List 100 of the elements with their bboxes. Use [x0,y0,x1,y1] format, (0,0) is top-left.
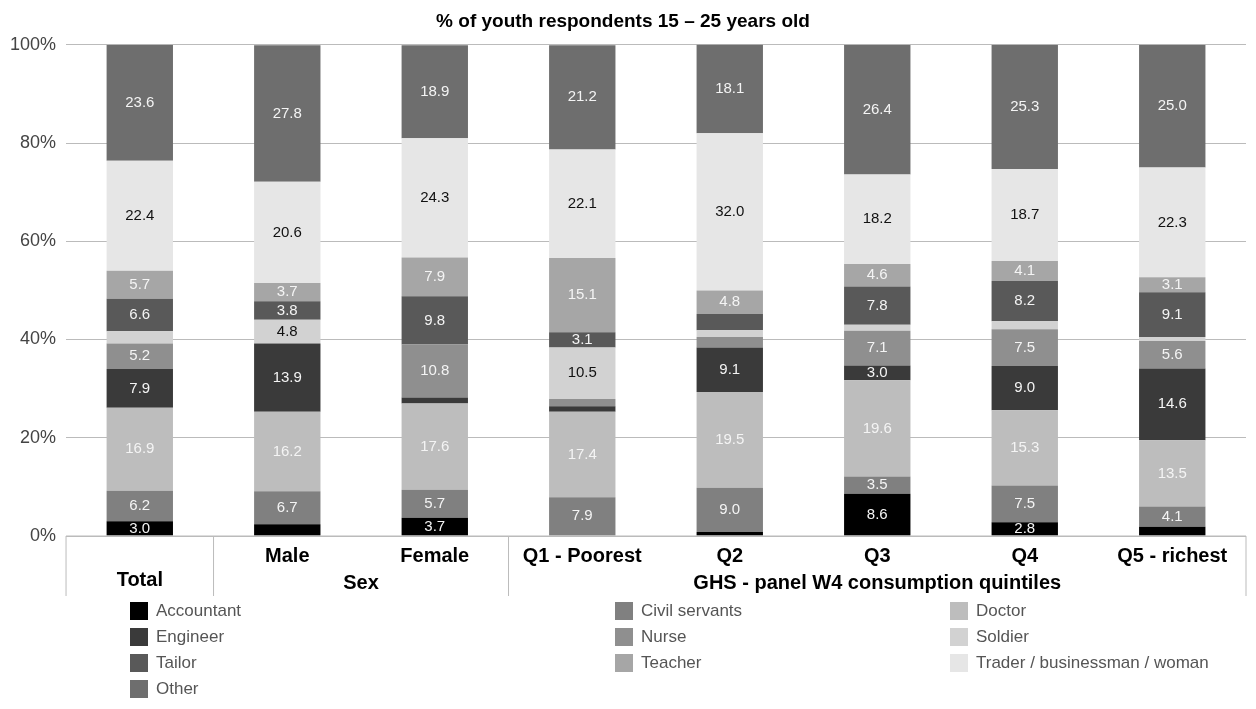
bar [106,270,173,299]
bar [696,313,763,331]
data-label: 23.6 [125,92,155,110]
x-tick-label: Q3 [863,543,891,566]
data-label: 10.8 [420,361,450,379]
x-tick-label: Male [265,543,310,566]
legend-label: Trader / businessman / woman [976,653,1209,673]
y-tick-label: 20% [20,426,57,447]
bar [254,283,321,302]
data-label: 14.6 [1157,394,1187,412]
x-tick-label: Q5 - richest [1117,543,1228,566]
data-label: 22.1 [567,193,597,211]
bar [254,319,321,344]
bar [549,497,616,536]
data-label: 5.2 [129,346,151,364]
bar [844,493,911,536]
bar [1139,368,1206,441]
data-label: 18.9 [420,81,450,99]
bar [844,263,911,287]
x-tick-label: Total [116,567,163,590]
data-label: 9.0 [1014,378,1036,396]
data-label: 7.9 [571,506,593,524]
legend-label: Soldier [976,627,1029,647]
data-label: 10.5 [567,363,597,381]
y-tick-label: 80% [20,132,57,153]
bar [254,181,321,284]
y-tick-label: 60% [20,230,57,251]
y-tick-label: 40% [20,328,57,349]
bar [401,489,468,518]
bar [549,149,616,258]
data-label: 4.6 [866,265,888,283]
bar [549,347,616,399]
bar [1139,167,1206,278]
bar [106,490,173,522]
text: Sex [343,570,379,593]
text: GHS - panel W4 consumption quintiles [693,570,1062,593]
bar [254,491,321,525]
data-label: 7.5 [1014,337,1036,355]
bar [549,406,616,412]
bar [401,138,468,258]
bar [844,44,911,175]
data-label: 9.1 [1161,304,1183,322]
bar [1139,44,1206,168]
data-label: 3.7 [276,282,298,300]
bar [991,366,1058,411]
bar [254,524,321,536]
bar [254,343,321,412]
bar [844,330,911,366]
data-label: 7.5 [1014,493,1036,511]
x-tick-label: Q2 [716,543,744,566]
data-label: 3.0 [129,518,151,536]
data-label: 13.9 [272,367,302,385]
legend-label: Other [156,679,199,699]
data-label: 3.5 [866,475,888,493]
legend-label: Teacher [641,653,702,673]
legend-label: Nurse [641,627,687,647]
data-label: 8.2 [1014,291,1036,309]
bar [106,298,173,332]
data-label: 5.7 [424,493,446,511]
bar [106,343,173,369]
data-label: 6.6 [129,305,151,323]
bar [696,133,763,291]
data-label: 7.8 [866,295,888,313]
bar [1139,526,1206,536]
bar [106,160,173,271]
bar [991,281,1058,322]
data-label: 4.8 [276,321,298,339]
bar [1139,337,1206,341]
data-label: 15.1 [567,285,597,303]
legend-label: Civil servants [641,601,743,621]
x-tick-label: Female [400,543,470,566]
bar [696,337,763,348]
data-label: 26.4 [862,99,892,117]
bar [549,398,616,407]
data-label: 18.7 [1010,205,1040,223]
legend-label: Tailor [156,653,197,673]
bar [401,257,468,297]
data-label: 8.6 [866,504,888,522]
bar [696,347,763,393]
bar [991,321,1058,330]
bar [991,169,1058,261]
x-tick-label: Q1 - Poorest [522,543,643,566]
data-label: 5.7 [129,274,151,292]
legend-label: Accountant [156,601,242,621]
bar [991,329,1058,367]
data-label: 25.0 [1157,96,1187,114]
bar [401,344,468,398]
y-tick-label: 0% [30,524,57,545]
data-label: 9.8 [424,310,446,328]
bar [991,260,1058,282]
bar [1139,292,1206,338]
data-label: 6.2 [129,496,151,514]
bar [401,45,468,139]
data-label: 4.1 [1014,261,1036,279]
bar [696,330,763,338]
data-label: 9.0 [719,500,741,518]
bar [106,44,173,161]
data-label: 25.3 [1010,97,1040,115]
data-label: 24.3 [420,187,450,205]
bar [106,331,173,344]
